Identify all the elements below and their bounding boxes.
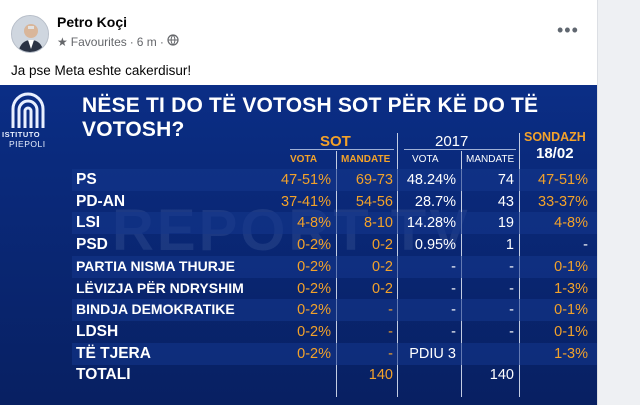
header-sondazh-date: 18/02	[536, 145, 574, 162]
post-time[interactable]: 6 m	[136, 34, 157, 49]
cell-sot-mandate: -	[388, 323, 393, 340]
cell-y2017-vota: 14.28%	[406, 215, 456, 232]
party-name: TOTALI	[76, 366, 131, 384]
post-meta: ★ Favourites · 6 m ·	[57, 34, 179, 49]
cell-sot-mandate: -	[388, 302, 393, 319]
cell-y2017-mandate: 43	[497, 193, 514, 210]
cell-sondazh: 47-51%	[538, 172, 588, 188]
cell-y2017-mandate: 74	[497, 172, 514, 188]
cell-y2017-vota: 48.24%	[406, 172, 456, 188]
cell-sot-mandate: 69-73	[355, 172, 393, 188]
cell-sondazh: 0-1%	[554, 323, 588, 340]
poll-image[interactable]: REPORT TV ISTITUTO PIEPOLI NËSE TI DO TË…	[0, 85, 597, 405]
cell-sot-mandate: 54-56	[355, 193, 393, 210]
row-stripe	[72, 299, 597, 322]
cell-y2017-mandate: -	[509, 323, 514, 340]
meta-separator: ·	[159, 34, 164, 49]
cell-sot-mandate: 0-2	[372, 258, 393, 275]
cell-sot-vota: 0-2%	[297, 302, 331, 319]
row-stripe	[72, 212, 597, 235]
cell-sot-mandate: 0-2	[372, 237, 393, 254]
cell-y2017-mandate: 1	[505, 237, 514, 254]
header-sondazh: SONDAZH	[524, 130, 586, 144]
cell-sot-vota: 0-2%	[297, 280, 331, 297]
cell-sondazh: 1-3%	[554, 345, 588, 362]
poll-title: NËSE TI DO TË VOTOSH SOT PËR KË DO TË VO…	[82, 94, 539, 141]
cell-y2017-vota: -	[451, 323, 456, 340]
party-name: BINDJA DEMOKRATIKE	[76, 301, 235, 318]
row-stripe	[72, 255, 597, 278]
cell-y2017-vota: -	[451, 302, 456, 319]
cell-sot-mandate: 8-10	[363, 215, 393, 232]
cell-sot-vota: 0-2%	[297, 237, 331, 254]
party-name: LËVIZJA PËR NDRYSHIM	[76, 279, 244, 296]
profile-photo	[12, 16, 48, 52]
header-mandate: MANDATE	[341, 154, 391, 165]
cell-sot-vota: 0-2%	[297, 345, 331, 362]
cell-sot-vota: 37-41%	[281, 193, 331, 210]
avatar[interactable]	[11, 15, 49, 53]
cell-sot-vota: 0-2%	[297, 258, 331, 275]
facebook-post: Petro Koçi ★ Favourites · 6 m · ••• Ja p…	[0, 0, 598, 405]
cell-sondazh: 33-37%	[538, 193, 588, 210]
party-name: TË TJERA	[76, 344, 151, 362]
logo-text-line2: PIEPOLI	[9, 139, 46, 149]
cell-y2017-vota: 28.7%	[414, 193, 456, 210]
header-rule	[290, 149, 394, 150]
more-dots-icon: •••	[557, 20, 579, 40]
cell-sondazh: 0-1%	[554, 258, 588, 275]
cell-y2017-vota: -	[451, 280, 456, 297]
cell-sot-vota: 4-8%	[297, 215, 331, 232]
cell-y2017-vota: PDIU 3	[409, 345, 456, 362]
globe-icon	[167, 34, 179, 49]
cell-sot-mandate: 0-2	[372, 280, 393, 297]
cell-y2017-mandate: -	[509, 280, 514, 297]
header-rule	[404, 149, 516, 150]
party-name: LDSH	[76, 322, 119, 340]
party-name: LSI	[76, 214, 101, 232]
party-name: PS	[76, 171, 97, 188]
cell-sondazh: 0-1%	[554, 302, 588, 319]
cell-sot-mandate: 140	[368, 367, 393, 384]
party-name: PARTIA NISMA THURJE	[76, 257, 235, 274]
cell-y2017-mandate: -	[509, 302, 514, 319]
cell-sot-vota: 47-51%	[281, 172, 331, 188]
cell-sot-mandate: -	[388, 345, 393, 362]
header-mandate-2017: MANDATE	[466, 154, 515, 165]
cell-sondazh: -	[583, 237, 588, 254]
post-caption: Ja pse Meta eshte cakerdisur!	[11, 63, 192, 78]
row-stripe	[72, 169, 597, 191]
star-icon: ★	[57, 34, 68, 49]
header-vota: VOTA	[290, 154, 318, 165]
cell-y2017-mandate: 140	[489, 367, 514, 384]
meta-separator: ·	[129, 34, 134, 49]
header-2017: 2017	[435, 133, 469, 150]
cell-sot-vota: 0-2%	[297, 323, 331, 340]
cell-y2017-vota: -	[451, 258, 456, 275]
author-name[interactable]: Petro Koçi	[57, 14, 128, 30]
cell-y2017-vota: 0.95%	[414, 237, 456, 254]
party-name: PD-AN	[76, 192, 126, 210]
more-options-button[interactable]: •••	[557, 20, 579, 41]
cell-y2017-mandate: -	[509, 258, 514, 275]
audience-label[interactable]: Favourites	[70, 34, 127, 49]
header-vota-2017: VOTA	[412, 154, 439, 165]
cell-sondazh: 1-3%	[554, 280, 588, 297]
cell-sondazh: 4-8%	[554, 215, 588, 232]
row-stripe	[72, 342, 597, 365]
party-name: PSD	[76, 236, 108, 254]
logo-text-line1: ISTITUTO	[2, 130, 41, 139]
header-sot: SOT	[320, 133, 351, 150]
istituto-piepoli-logo-icon	[11, 92, 45, 128]
cell-y2017-mandate: 19	[497, 215, 514, 232]
